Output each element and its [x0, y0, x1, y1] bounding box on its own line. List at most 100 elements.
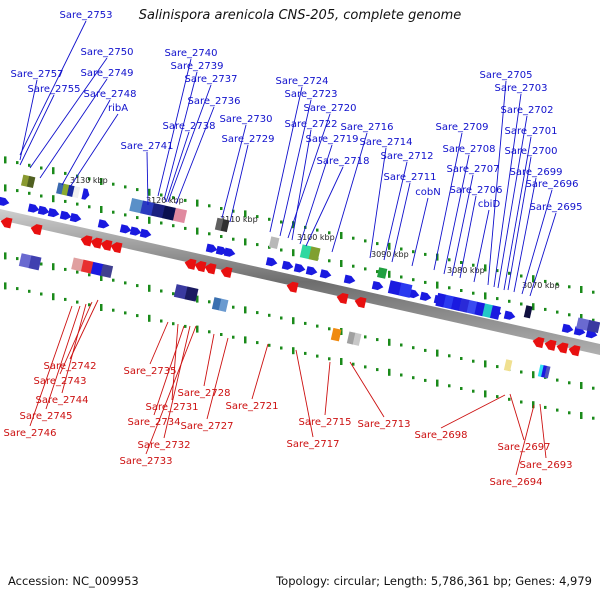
scale-label: 3090 kbp: [371, 250, 409, 259]
tick-mark: [124, 213, 127, 217]
scale-label: 3100 kbp: [297, 233, 335, 242]
forward-gene-label: Sare_2718: [317, 156, 370, 167]
reverse-gene-label: Sare_2727: [181, 421, 234, 432]
forward-gene-label: Sare_2707: [447, 164, 500, 175]
forward-gene-label: Sare_2708: [443, 144, 496, 155]
reverse-gene-label: Sare_2697: [498, 442, 551, 453]
forward-gene-arrow: [319, 269, 332, 279]
forward-gene-label: Sare_2741: [121, 141, 174, 152]
forward-label-leader: [279, 99, 312, 237]
tick-mark: [100, 178, 103, 185]
forward-gene-label: Sare_2705: [480, 70, 533, 81]
forward-label-leader: [383, 161, 408, 261]
tick-mark: [268, 217, 271, 221]
tick-mark: [388, 242, 391, 250]
forward-gene-arrow: [561, 323, 574, 333]
reverse-label-leader: [29, 305, 73, 427]
reverse-gene-label: Sare_2735: [124, 366, 177, 377]
tick-mark: [352, 236, 355, 240]
tick-mark: [448, 384, 451, 388]
tick-mark: [208, 204, 211, 208]
forward-gene-block: [435, 292, 501, 320]
reverse-gene-arrow: [544, 339, 557, 351]
feature-block: [330, 327, 342, 342]
forward-gene-arrow: [97, 219, 110, 229]
tick-mark: [148, 188, 151, 196]
forward-label-leader: [269, 86, 303, 233]
reverse-gene-label: Sare_2746: [4, 428, 57, 439]
tick-mark: [124, 281, 127, 285]
tick-mark: [52, 195, 55, 203]
forward-label-leader: [61, 99, 111, 186]
topology-summary: Topology: circular; Length: 5,786,361 bp…: [276, 574, 592, 588]
tick-mark: [328, 327, 331, 331]
tick-mark: [40, 194, 43, 198]
tick-mark: [16, 287, 19, 291]
reverse-gene-arrow: [354, 297, 367, 309]
forward-gene-label: Sare_2722: [285, 119, 338, 130]
tick-mark: [424, 280, 427, 284]
tick-mark: [376, 368, 379, 372]
tick-mark: [184, 226, 187, 230]
tick-mark: [592, 290, 595, 294]
tick-mark: [400, 247, 403, 251]
tick-mark: [28, 163, 31, 167]
tick-mark: [100, 206, 103, 213]
tick-mark: [136, 216, 139, 220]
forward-gene-arrow: [119, 224, 132, 234]
tick-mark: [484, 292, 487, 300]
tick-mark: [232, 209, 235, 213]
tick-mark: [436, 379, 439, 387]
scale-label: 3110 kbp: [220, 215, 258, 224]
forward-gene-label: Sare_2736: [188, 96, 241, 107]
tick-mark: [196, 295, 199, 303]
forward-label-leader: [433, 132, 463, 271]
tick-mark: [508, 397, 511, 401]
scale-labels: 3130 kbp 3120 kbp 3110 kbp 3100 kbp 3090 kbp…: [70, 176, 560, 290]
reverse-gene-label: Sare_2693: [520, 460, 573, 471]
reverse-label-leader: [163, 325, 191, 439]
tick-mark: [64, 171, 67, 175]
tick-mark: [472, 291, 475, 295]
forward-gene-label: Sare_2737: [185, 74, 238, 85]
tick-mark: [244, 336, 247, 344]
forward-gene-label: Sare_2740: [165, 48, 218, 59]
reverse-label-leader: [324, 361, 331, 416]
reverse-label-leader: [509, 393, 525, 441]
forward-gene-arrow: [47, 208, 60, 218]
forward-label-leader: [459, 195, 477, 279]
tick-mark: [508, 299, 511, 303]
tick-mark: [496, 269, 499, 273]
reverse-gene-label: Sare_2713: [358, 419, 411, 430]
tick-mark: [112, 308, 115, 312]
forward-label-leader: [39, 78, 108, 179]
forward-gene-arrow: [0, 196, 10, 206]
tick-mark: [388, 368, 391, 376]
forward-gene-arrow: [265, 257, 278, 267]
tick-mark: [460, 387, 463, 390]
tick-mark: [460, 261, 463, 264]
reverse-gene-label: Sare_2745: [20, 411, 73, 422]
tick-mark: [172, 322, 175, 326]
reverse-label-leader: [203, 333, 215, 387]
tick-mark: [208, 300, 211, 304]
tick-mark: [292, 317, 295, 325]
tick-mark: [532, 371, 535, 379]
tick-mark: [136, 188, 139, 192]
tick-mark: [520, 370, 523, 374]
tick-mark: [508, 271, 511, 275]
forward-gene-arrow: [205, 243, 218, 253]
forward-gene-label: Sare_2712: [381, 151, 434, 162]
forward-gene-arrow: [69, 212, 82, 223]
tick-mark: [256, 243, 259, 247]
tick-mark: [556, 408, 559, 412]
tick-mark: [412, 346, 415, 350]
forward-label-leader: [473, 209, 490, 283]
tick-mark: [208, 330, 211, 334]
tick-mark: [400, 343, 403, 347]
reverse-gene-arrow: [110, 242, 123, 254]
forward-label-leader: [229, 144, 249, 223]
forward-label-leader: [165, 131, 190, 203]
tick-mark: [520, 274, 523, 278]
